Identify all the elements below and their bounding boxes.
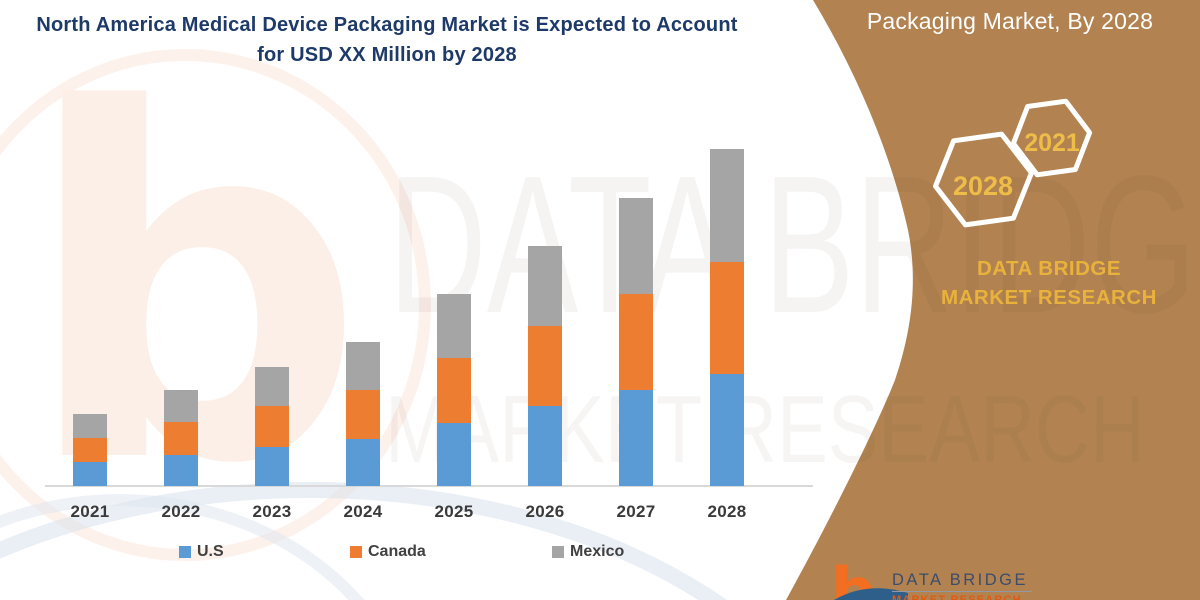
bar-segment-mexico-2021 [73, 414, 107, 438]
x-tick-label-2025: 2025 [434, 502, 474, 521]
side-panel-shape [786, 0, 1200, 600]
bar-segment-us-2025 [437, 423, 471, 486]
bar-2028 [710, 149, 744, 486]
bar-segment-canada-2021 [73, 438, 107, 462]
bar-2027 [619, 198, 653, 486]
bar-2022 [164, 390, 198, 486]
bar-segment-canada-2025 [437, 358, 471, 423]
bar-2025 [437, 294, 471, 486]
bar-segment-mexico-2023 [255, 367, 289, 406]
x-tick-label-2023: 2023 [252, 502, 292, 521]
x-tick-label-2027: 2027 [616, 502, 656, 521]
bar-segment-us-2028 [710, 374, 744, 486]
legend-swatch-icon [350, 546, 362, 558]
bar-segment-canada-2026 [528, 326, 562, 406]
bar-segment-us-2027 [619, 390, 653, 486]
x-tick-label-2026: 2026 [525, 502, 565, 521]
bar-segment-us-2026 [528, 406, 562, 486]
bar-segment-mexico-2026 [528, 246, 562, 326]
x-tick-label-2022: 2022 [161, 502, 201, 521]
bar-segment-canada-2022 [164, 422, 198, 455]
bar-2024 [346, 342, 380, 486]
bar-segment-canada-2028 [710, 262, 744, 374]
bar-segment-us-2023 [255, 447, 289, 486]
legend-label: Canada [368, 543, 426, 560]
bar-segment-us-2022 [164, 455, 198, 486]
watermark-line2: MARKET RESEARCH [385, 376, 1145, 483]
watermark-blue-arc-large [0, 482, 727, 600]
bar-segment-mexico-2028 [710, 149, 744, 262]
x-axis-line [45, 485, 813, 487]
bar-2021 [73, 414, 107, 486]
legend-swatch-icon [179, 546, 191, 558]
hexagon-2021-icon [1010, 98, 1093, 178]
bar-2026 [528, 246, 562, 486]
bar-segment-us-2024 [346, 439, 380, 486]
bar-segment-us-2021 [73, 462, 107, 486]
x-tick-label-2021: 2021 [70, 502, 110, 521]
bar-segment-mexico-2027 [619, 198, 653, 294]
legend-label: Mexico [570, 543, 625, 560]
bar-segment-canada-2027 [619, 294, 653, 390]
chart-title: North America Medical Device Packaging M… [36, 14, 738, 66]
x-tick-label-2024: 2024 [343, 502, 383, 521]
bar-segment-canada-2024 [346, 390, 380, 439]
legend-swatch-icon [552, 546, 564, 558]
bar-segment-mexico-2025 [437, 294, 471, 358]
bar-segment-mexico-2022 [164, 390, 198, 422]
legend-label: U.S [197, 543, 224, 560]
bar-2023 [255, 367, 289, 486]
bar-segment-mexico-2024 [346, 342, 380, 390]
watermark-blue-arc-small [0, 494, 365, 600]
bar-segment-canada-2023 [255, 406, 289, 447]
hexagon-2028-icon [933, 131, 1034, 228]
footer-logo-swoosh-icon [834, 588, 908, 600]
x-tick-label-2028: 2028 [707, 502, 747, 521]
